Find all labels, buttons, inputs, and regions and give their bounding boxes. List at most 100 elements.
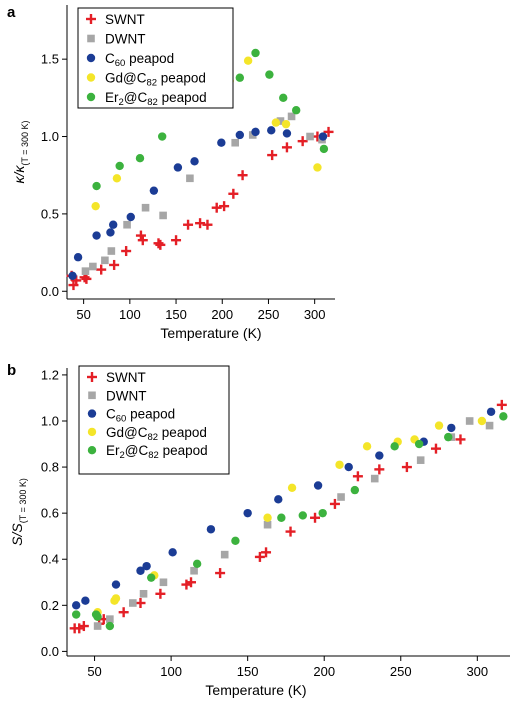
data-point — [107, 247, 116, 255]
data-point — [287, 483, 297, 493]
data-point — [217, 138, 226, 147]
data-point — [135, 598, 146, 609]
data-point — [251, 48, 260, 58]
legend-item: Er2@C82 peapod — [86, 90, 207, 108]
data-point — [71, 601, 81, 610]
data-point — [190, 566, 198, 575]
data-point — [243, 508, 252, 518]
legend-label: SWNT — [105, 12, 145, 27]
data-point — [263, 513, 272, 522]
data-point — [477, 416, 487, 426]
data-point — [111, 580, 121, 589]
y-tick-label: 0.4 — [41, 552, 59, 567]
legend-item: DWNT — [88, 388, 147, 403]
x-tick-label: 50 — [87, 664, 101, 679]
data-point — [337, 493, 345, 501]
legend-marker — [88, 391, 96, 400]
legend-marker — [87, 34, 95, 43]
data-point — [254, 551, 265, 562]
data-point — [71, 610, 81, 619]
x-tick-label: 250 — [258, 307, 280, 322]
y-axis-label: S/S(T = 300 K) — [9, 478, 28, 546]
data-point — [267, 126, 276, 135]
data-point — [153, 238, 164, 249]
data-point — [265, 70, 274, 79]
data-point — [96, 264, 107, 275]
data-point — [106, 615, 114, 623]
legend-item: C60 peapod — [86, 51, 174, 69]
data-point — [231, 536, 240, 545]
x-tick-label: 50 — [76, 307, 90, 322]
data-point — [123, 220, 131, 229]
data-point — [135, 153, 145, 163]
data-point — [171, 235, 182, 246]
data-point — [139, 589, 148, 598]
legend-marker — [87, 409, 97, 418]
y-tick-label: 0.5 — [41, 206, 59, 221]
legend-box — [77, 7, 234, 109]
data-point — [135, 230, 146, 241]
series-c60-peapod — [68, 126, 328, 280]
data-point — [106, 228, 115, 237]
legend-label: DWNT — [106, 388, 147, 403]
data-point — [109, 220, 118, 229]
legend-marker — [86, 53, 96, 63]
data-point — [335, 460, 344, 469]
data-point — [81, 273, 92, 284]
x-tick-label: 150 — [165, 307, 187, 322]
data-point — [173, 163, 183, 172]
data-point — [231, 138, 239, 147]
data-point — [93, 612, 102, 622]
data-point — [136, 566, 145, 575]
x-tick-label: 300 — [304, 307, 326, 322]
legend-item: SWNT — [86, 12, 145, 27]
legend-item: Gd@C82 peapod — [87, 425, 207, 443]
data-point — [298, 511, 307, 520]
data-point — [276, 117, 285, 125]
data-point — [274, 495, 283, 504]
legend-label: Gd@C82 peapod — [106, 425, 207, 443]
data-point — [149, 186, 159, 195]
data-point — [186, 577, 197, 588]
data-point — [81, 267, 90, 275]
data-point — [281, 119, 291, 129]
data-point — [319, 144, 329, 154]
y-axis-label-sub: (T = 300 K) — [20, 121, 30, 166]
data-point — [157, 132, 167, 141]
legend-label: Er2@C82 peapod — [106, 443, 208, 461]
data-point — [115, 161, 124, 171]
data-point — [109, 259, 120, 270]
data-point — [159, 211, 167, 220]
y-tick-label: 0.6 — [41, 506, 59, 521]
legend-label: C60 peapod — [106, 407, 175, 425]
y-tick-label: 1.0 — [41, 129, 59, 144]
panel-label: b — [7, 362, 16, 379]
data-point — [155, 588, 166, 599]
data-point — [313, 163, 322, 172]
legend-label: SWNT — [106, 370, 146, 385]
x-axis-label: Temperature (K) — [205, 682, 306, 698]
y-axis-label-main: S/S — [9, 523, 25, 546]
data-point — [183, 219, 194, 230]
data-point — [416, 456, 425, 464]
panel-a: a 50 100 150 200 250 300 0.0 0.5 1.0 1.5 Temperatur… — [7, 4, 335, 341]
data-point — [192, 559, 202, 569]
x-tick-label: 250 — [390, 664, 412, 679]
data-point — [141, 203, 150, 212]
data-point — [291, 106, 301, 115]
data-point — [318, 508, 327, 518]
y-tick-label: 0.0 — [41, 284, 59, 299]
data-point — [310, 512, 321, 523]
data-point — [147, 573, 156, 582]
data-point — [499, 412, 508, 421]
data-point — [370, 474, 379, 483]
panel-label: a — [7, 4, 16, 21]
data-point — [263, 520, 272, 529]
data-point — [243, 56, 253, 65]
y-tick-label: 1.2 — [41, 367, 59, 382]
data-point — [93, 622, 102, 630]
series-er2-c82-peapod — [71, 412, 508, 631]
